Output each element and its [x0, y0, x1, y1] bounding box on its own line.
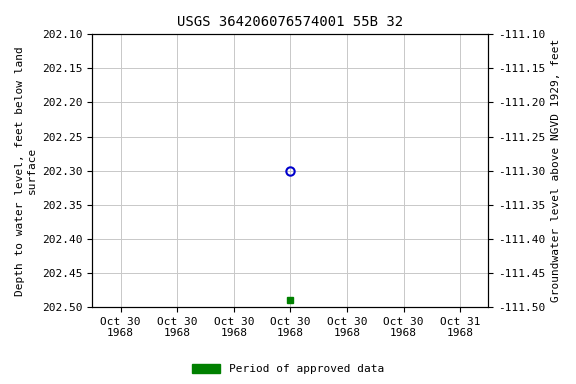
Y-axis label: Groundwater level above NGVD 1929, feet: Groundwater level above NGVD 1929, feet [551, 39, 561, 302]
Y-axis label: Depth to water level, feet below land
surface: Depth to water level, feet below land su… [15, 46, 37, 296]
Title: USGS 364206076574001 55B 32: USGS 364206076574001 55B 32 [177, 15, 403, 29]
Legend: Period of approved data: Period of approved data [188, 359, 388, 379]
